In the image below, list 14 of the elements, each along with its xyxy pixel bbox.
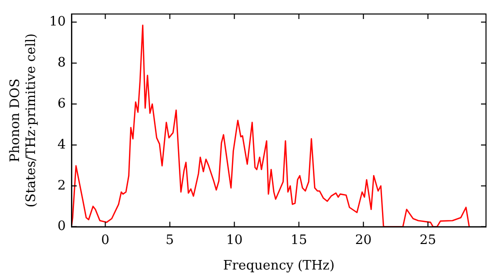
- y-tick-label: 8: [57, 55, 66, 70]
- y-tick-label: 10: [49, 14, 66, 30]
- x-tick-label: 5: [166, 232, 174, 248]
- y-tick-label: 2: [57, 178, 66, 194]
- x-axis-title: Frequency (THz): [223, 258, 335, 274]
- x-tick-label: 0: [101, 232, 110, 248]
- y-tick-label: 4: [57, 137, 66, 152]
- x-tick-label: 10: [226, 232, 243, 248]
- x-tick-label: 15: [290, 232, 308, 248]
- y-axis-title: Phonon DOS (States/THz·primitive cell): [8, 33, 39, 208]
- x-tick-label: 25: [420, 232, 436, 248]
- y-tick-label: 0: [57, 219, 66, 234]
- x-tick-label: 20: [355, 232, 372, 248]
- y-tick-label: 6: [57, 96, 66, 112]
